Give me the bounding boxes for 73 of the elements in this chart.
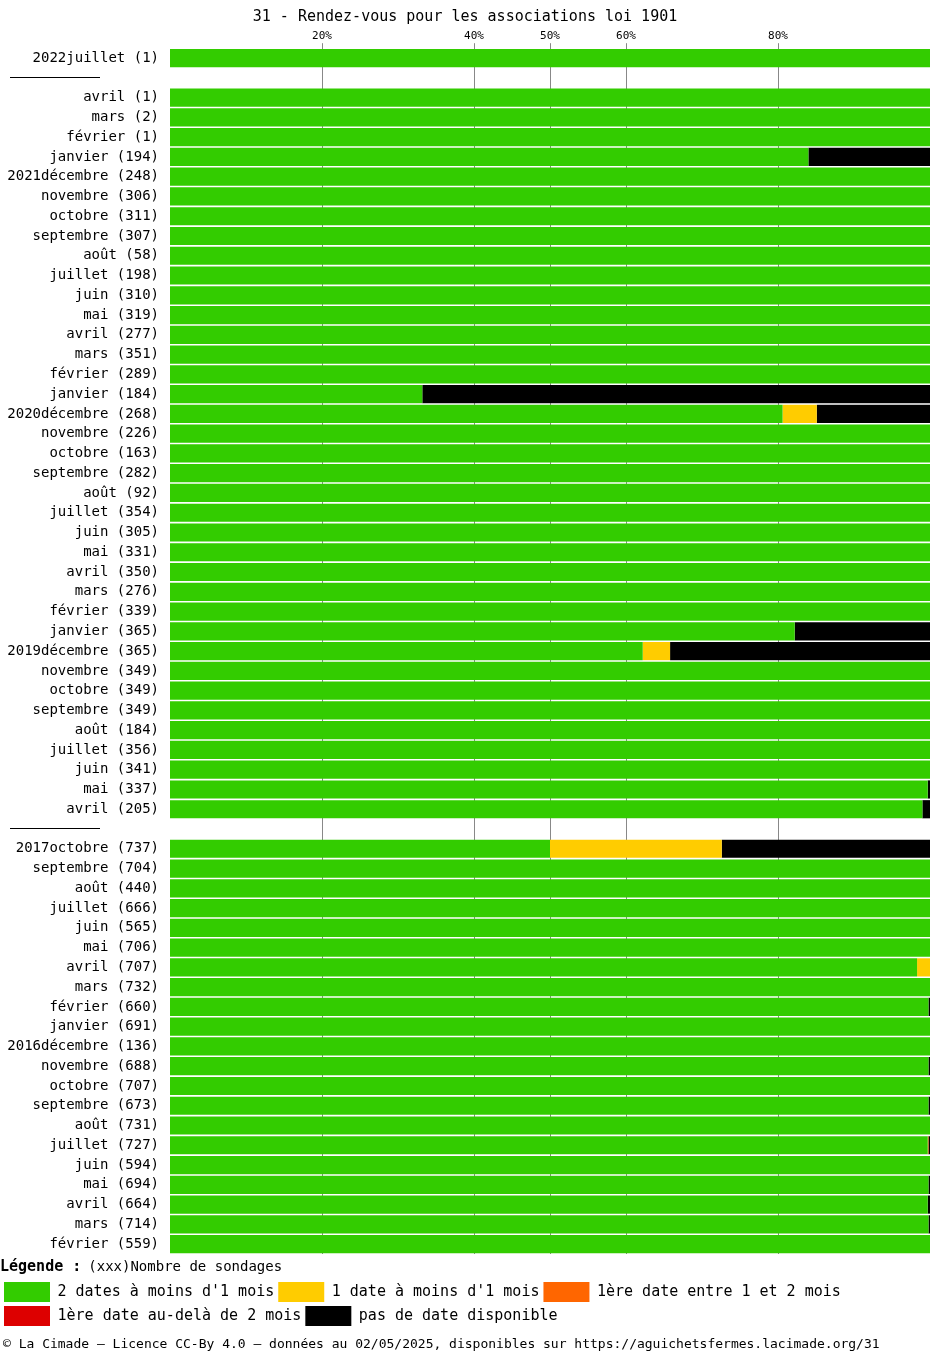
y-tick-label: janvier (184)	[49, 384, 159, 401]
y-tick-label: mars (2)	[91, 108, 159, 125]
y-tick-label: octobre (163)	[49, 444, 159, 461]
y-tick-label: octobre (311)	[49, 206, 159, 223]
y-tick-label: août (440)	[74, 878, 159, 895]
y-tick-label: janvier (691)	[49, 1017, 159, 1034]
y-tick-label: septembre (307)	[32, 226, 159, 243]
y-tick-label: septembre (704)	[32, 859, 159, 876]
y-tick-label: mai (331)	[83, 542, 159, 559]
y-tick-label: septembre (282)	[32, 463, 159, 480]
y-tick-label: 2020décembre (268)	[7, 404, 159, 421]
y-tick-label: 2016décembre (136)	[7, 1037, 159, 1054]
y-tick-label: juin (341)	[74, 760, 159, 777]
legend-label: 2 dates à moins d'1 mois	[57, 1281, 275, 1300]
x-tick-label: 20%	[312, 29, 333, 43]
y-tick-label: mai (319)	[83, 305, 159, 322]
y-tick-label: juillet (198)	[49, 266, 159, 283]
y-tick-label: mai (706)	[83, 938, 159, 955]
y-tick-label: juin (305)	[74, 523, 159, 540]
y-tick-label: avril (350)	[66, 562, 159, 579]
y-tick-label: novembre (688)	[40, 1056, 159, 1073]
y-tick-label: février (660)	[49, 997, 159, 1014]
y-tick-label: avril (664)	[66, 1195, 159, 1212]
y-tick-label: novembre (306)	[40, 187, 159, 204]
x-tick-label: 60%	[616, 29, 637, 43]
legend-label: pas de date disponible	[358, 1305, 558, 1324]
y-tick-label: août (184)	[74, 720, 159, 737]
y-tick-label: septembre (349)	[32, 701, 159, 718]
y-tick-label: 2021décembre (248)	[7, 167, 159, 184]
y-tick-label: juin (310)	[74, 285, 159, 302]
y-tick-label: avril (205)	[66, 799, 159, 816]
y-tick-label: mai (694)	[83, 1175, 159, 1192]
y-tick-label: avril (1)	[83, 88, 159, 105]
x-tick-label: 50%	[540, 29, 561, 43]
y-tick-label: mars (276)	[74, 582, 159, 599]
y-tick-label: avril (707)	[66, 958, 159, 975]
y-tick-label: février (559)	[49, 1234, 159, 1251]
y-tick-label: février (339)	[49, 602, 159, 619]
legend-label: 1ère date au-delà de 2 mois	[57, 1305, 302, 1324]
y-tick-label: octobre (707)	[49, 1076, 159, 1093]
y-tick-label: juillet (727)	[49, 1135, 159, 1152]
y-tick-label: juillet (356)	[49, 740, 159, 757]
y-tick-label: juillet (354)	[49, 503, 159, 520]
text: (xxx)Nombre de sondages	[88, 1258, 283, 1275]
chart-title: 31 - Rendez-vous pour les associations loi 1901	[252, 6, 678, 25]
y-tick-label: août (731)	[74, 1116, 159, 1133]
legend-label: 1 date à moins d'1 mois	[331, 1281, 540, 1300]
y-tick-label: septembre (673)	[32, 1096, 159, 1113]
y-tick-label: janvier (365)	[49, 621, 159, 638]
y-tick-label: juin (594)	[74, 1155, 159, 1172]
y-tick-label: février (289)	[49, 365, 159, 381]
legend-title: Légende :	[0, 1257, 82, 1276]
y-tick-label: août (92)	[83, 483, 159, 500]
y-tick-label: août (58)	[83, 246, 159, 263]
y-tick-label: janvier (194)	[49, 147, 159, 164]
y-tick-label: 2019décembre (365)	[7, 641, 159, 658]
y-tick-label: avril (277)	[66, 325, 159, 342]
y-tick-label: juillet (666)	[49, 898, 159, 915]
y-tick-label: mars (714)	[74, 1214, 159, 1231]
y-tick-label: novembre (349)	[40, 661, 159, 678]
y-tick-label: juin (565)	[74, 918, 159, 935]
y-tick-label: novembre (226)	[40, 424, 159, 441]
y-tick-label: mars (351)	[74, 345, 159, 362]
legend-label: 1ère date entre 1 et 2 mois	[596, 1281, 841, 1300]
text: © La Cimade – Licence CC-By 4.0 – données au 02/05/2025, disponibles sur https://aguichetsfermes.lacimade.org/31	[2, 1336, 881, 1352]
y-tick-label: octobre (349)	[49, 681, 159, 698]
y-tick-label: 2017octobre (737)	[15, 839, 159, 856]
x-tick-label: 40%	[464, 29, 485, 43]
y-tick-label: mai (337)	[83, 780, 159, 797]
x-tick-label: 80%	[768, 29, 789, 43]
y-tick-label: 2022juillet (1)	[32, 48, 159, 65]
y-tick-label: mars (732)	[74, 977, 159, 994]
y-tick-label: février (1)	[66, 127, 159, 144]
